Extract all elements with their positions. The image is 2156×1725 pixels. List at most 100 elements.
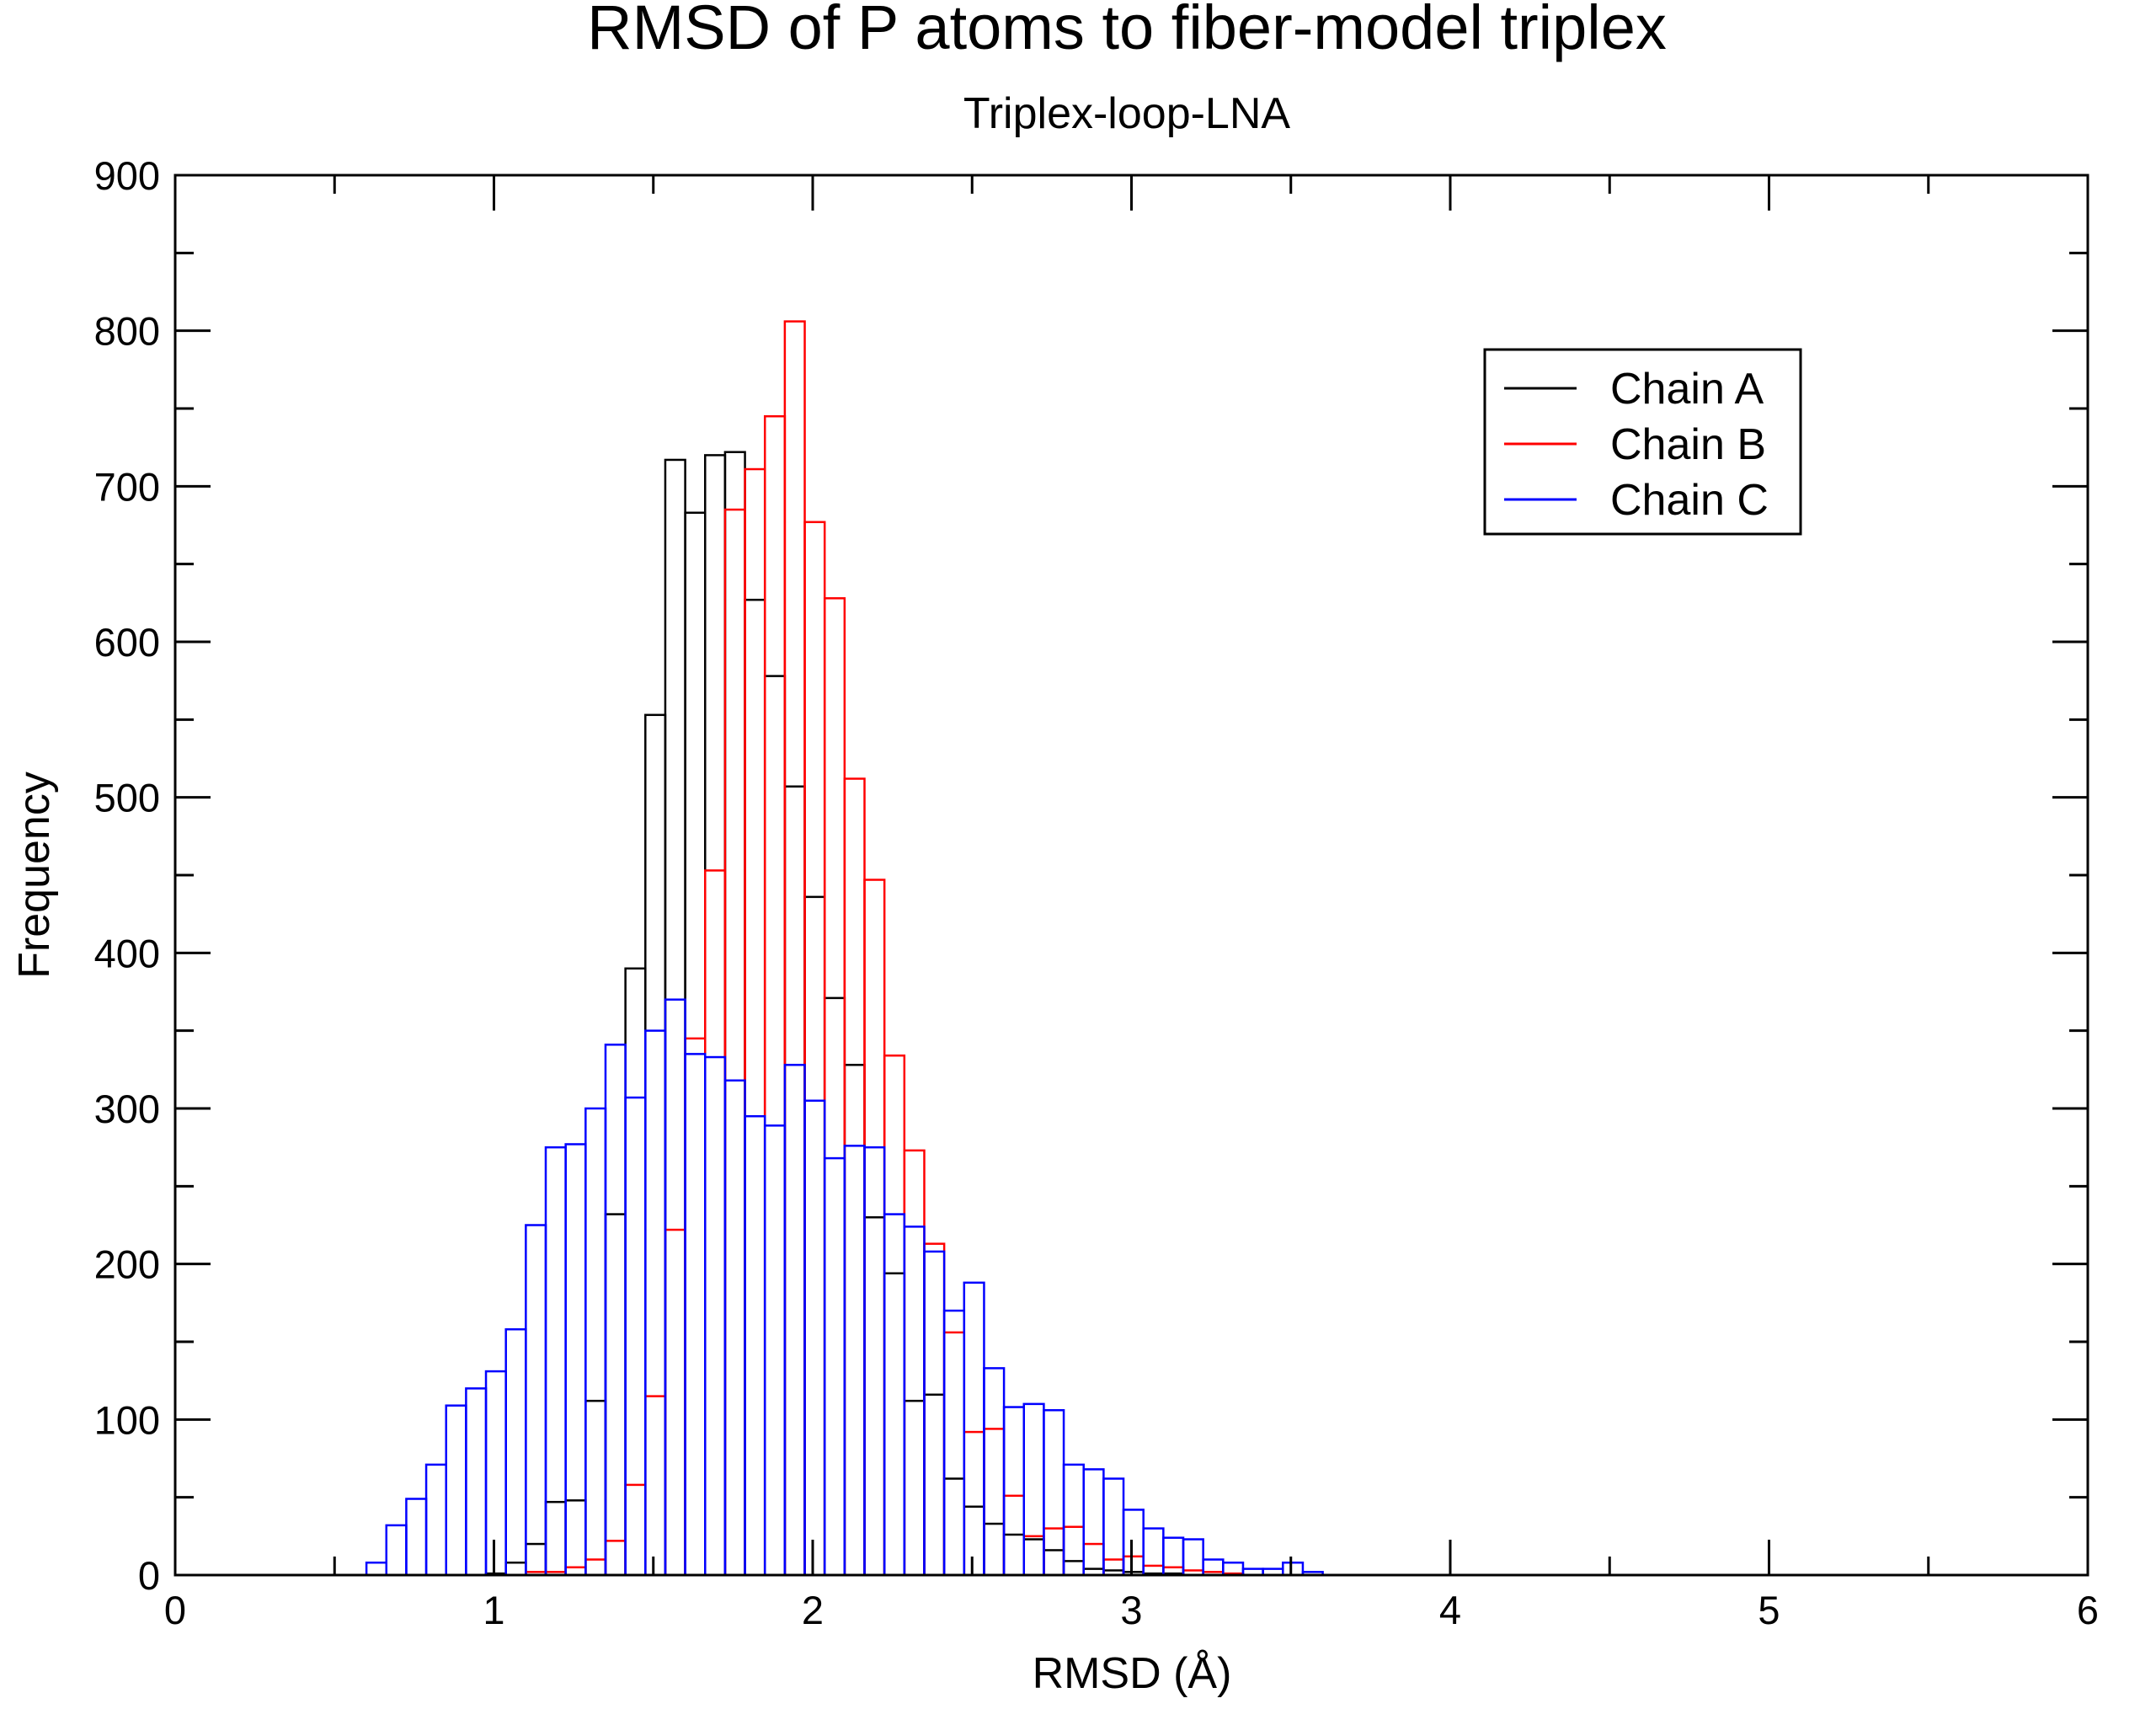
histogram-bar	[963, 1505, 985, 1577]
histogram-bar	[923, 1393, 946, 1577]
y-tick-label: 800	[94, 309, 160, 354]
histogram-bar	[963, 1281, 985, 1577]
histogram-bar	[883, 1054, 906, 1577]
histogram-bar	[863, 879, 886, 1577]
y-tick-label: 400	[94, 931, 160, 975]
legend-label: Chain B	[1610, 420, 1766, 469]
x-tick-label: 2	[802, 1588, 824, 1632]
histogram-bar	[1043, 1527, 1065, 1577]
histogram-bar	[723, 451, 746, 1577]
histogram-bar	[504, 1561, 527, 1577]
histogram-bar	[664, 998, 686, 1577]
histogram-bar	[544, 1500, 567, 1577]
histogram-bar	[1142, 1527, 1165, 1577]
histogram-bar	[664, 1228, 686, 1577]
histogram-bar	[684, 1053, 707, 1577]
histogram-bar	[983, 1428, 1006, 1577]
histogram-bar	[783, 1064, 806, 1577]
histogram-bar	[744, 467, 766, 1577]
histogram-bar	[963, 1430, 985, 1577]
histogram-bar	[704, 454, 727, 1577]
x-tick-label: 4	[1439, 1588, 1461, 1632]
histogram-bar	[763, 1124, 787, 1577]
histogram-bar	[803, 895, 826, 1577]
histogram-bar	[424, 1463, 447, 1577]
histogram-bar	[1282, 1561, 1305, 1577]
histogram-bar	[803, 1099, 826, 1577]
histogram-bar	[723, 1079, 746, 1577]
x-tick-label: 3	[1120, 1588, 1142, 1632]
histogram-bar	[405, 1498, 428, 1577]
legend-label: Chain A	[1610, 365, 1764, 414]
x-axis-label: RMSD (Å)	[1033, 1649, 1232, 1698]
x-tick-label: 0	[164, 1588, 186, 1632]
histogram-bar	[763, 414, 787, 1577]
histogram-bar	[923, 1242, 946, 1577]
series-1	[484, 451, 1185, 1577]
histogram-bar	[863, 1216, 886, 1577]
y-tick-labels: 0 100 200 300 400 500 600 700 800 900	[94, 153, 160, 1598]
histogram-bar	[723, 508, 746, 1577]
histogram-bar	[584, 1107, 607, 1577]
axis-ticks	[173, 174, 2089, 1577]
histogram-bar	[903, 1149, 926, 1577]
histogram-bar	[883, 1213, 906, 1577]
histogram-bar	[644, 1029, 667, 1577]
histogram-bar	[624, 1483, 647, 1577]
y-axis-label: Frequency	[10, 772, 59, 979]
histogram-bar	[1002, 1406, 1026, 1577]
histogram-bar	[604, 1540, 627, 1577]
histogram-bar	[1082, 1542, 1105, 1577]
histogram-bar	[1062, 1525, 1085, 1577]
histogram-bar	[544, 1146, 567, 1577]
histogram-bar	[942, 1477, 966, 1577]
histogram-bars	[365, 320, 1324, 1577]
histogram-bar	[484, 1370, 507, 1577]
histogram-bar	[843, 1064, 866, 1577]
histogram-bar	[504, 1327, 527, 1577]
histogram-bar	[604, 1213, 627, 1577]
histogram-bar	[684, 1037, 707, 1577]
histogram-bar	[704, 869, 727, 1577]
histogram-bar	[823, 996, 846, 1577]
histogram-bar	[365, 1561, 388, 1577]
x-tick-label: 5	[1758, 1588, 1780, 1632]
histogram-bar	[983, 1522, 1006, 1577]
histogram-bar	[445, 1404, 467, 1577]
histogram-bar	[1162, 1536, 1185, 1577]
histogram-bar	[584, 1558, 607, 1577]
y-tick-label: 500	[94, 776, 160, 820]
histogram-bar	[1022, 1535, 1045, 1577]
histogram-bar	[465, 1387, 488, 1577]
histogram-bar	[1062, 1560, 1085, 1577]
histogram-bar	[644, 713, 667, 1577]
histogram-bar	[704, 1055, 727, 1577]
histogram-bar	[942, 1309, 966, 1577]
x-tick-label: 6	[2077, 1588, 2099, 1632]
histogram-bar	[1043, 1549, 1065, 1577]
histogram-bar	[644, 1395, 667, 1577]
histogram-bar	[584, 1399, 607, 1577]
histogram-bar	[923, 1250, 946, 1577]
histogram-bar	[1102, 1477, 1125, 1577]
histogram-bar	[564, 1143, 587, 1577]
histogram-bar	[942, 1331, 966, 1577]
histogram-bar	[823, 597, 846, 1577]
legend-label: Chain C	[1610, 476, 1769, 525]
histogram-bar	[1002, 1533, 1026, 1577]
y-tick-label: 0	[138, 1553, 160, 1598]
histogram-bar	[843, 1145, 866, 1577]
histogram-bar	[1022, 1402, 1045, 1577]
histogram-bar	[1062, 1463, 1085, 1577]
y-tick-label: 100	[94, 1397, 160, 1442]
chart-title: RMSD of P atoms to fiber-model triplex	[587, 0, 1667, 62]
histogram-bar	[744, 1114, 766, 1577]
y-tick-label: 700	[94, 464, 160, 509]
histogram-bar	[843, 777, 866, 1577]
histogram-bar	[823, 1156, 846, 1577]
histogram-bar	[564, 1499, 587, 1577]
histogram-bar	[1022, 1538, 1045, 1577]
histogram-bar	[783, 785, 806, 1577]
histogram-bar	[1102, 1558, 1125, 1577]
